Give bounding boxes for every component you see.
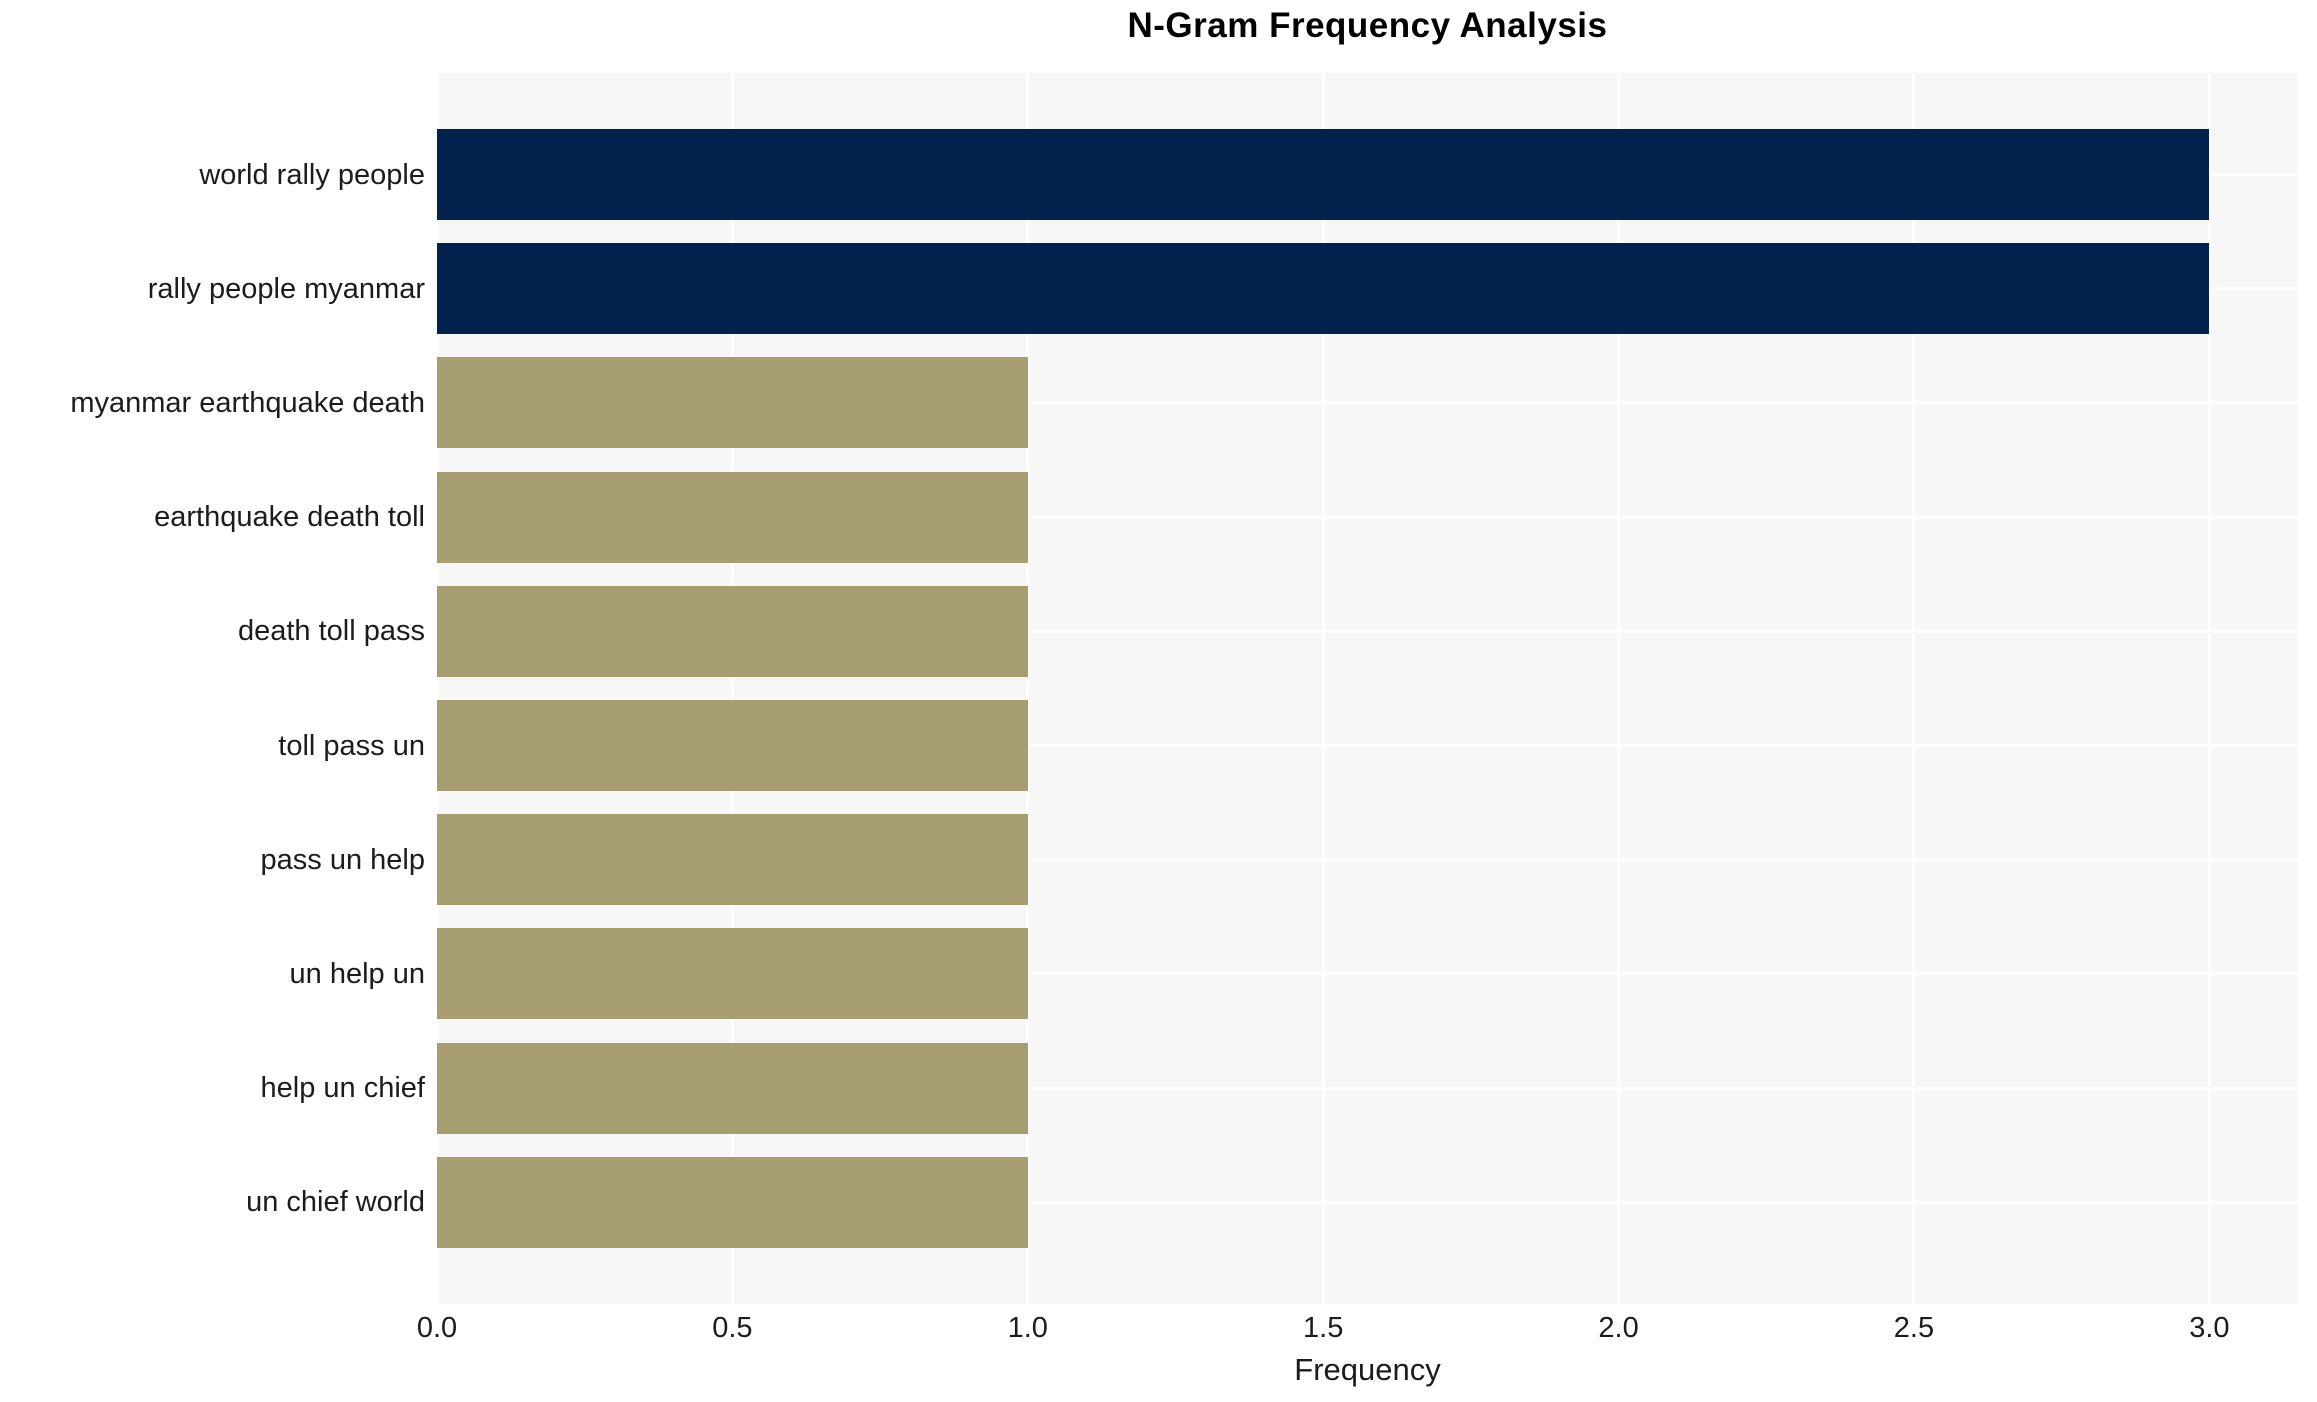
y-tick-label: pass un help [260,843,425,876]
bar-un-help-un [437,928,1028,1020]
horizontal-gridline [437,401,2298,405]
horizontal-gridline [437,629,2298,633]
x-tick-label: 1.0 [1007,1312,1048,1344]
vertical-gridline [435,73,439,1304]
vertical-gridline [1026,73,1030,1304]
bar-myanmar-earthquake-death [437,357,1028,449]
y-tick-label: toll pass un [278,729,425,762]
vertical-gridline [1912,73,1916,1304]
bar-help-un-chief [437,1042,1028,1134]
y-tick-label: death toll pass [237,615,425,648]
vertical-gridline [2207,73,2211,1304]
y-tick-label: help un chief [260,1072,425,1105]
bar-toll-pass-un [437,700,1028,791]
horizontal-gridline [437,858,2298,862]
x-tick-label: 0.5 [712,1312,753,1344]
y-tick-label: rally people myanmar [147,272,425,305]
bar-death-toll-pass [437,585,1028,677]
x-tick-label: 1.5 [1303,1312,1344,1344]
x-tick-label: 2.0 [1598,1312,1639,1344]
horizontal-gridline [437,972,2298,976]
plot-area [435,73,2298,1304]
horizontal-gridline [437,515,2298,519]
chart-title: N-Gram Frequency Analysis [1127,6,1608,45]
bar-rally-people-myanmar [437,243,2210,335]
x-tick-label: 3.0 [2189,1312,2230,1344]
horizontal-gridline [437,744,2298,747]
horizontal-gridline [437,1200,2298,1204]
vertical-gridline [1321,73,1325,1304]
bar-un-chief-world [437,1156,1028,1248]
bar-pass-un-help [437,814,1028,906]
y-tick-label: un help un [289,957,425,990]
x-tick-label: 2.5 [1893,1312,1935,1344]
y-tick-label: earthquake death toll [154,501,425,534]
y-tick-label: world rally people [199,158,425,191]
x-axis-label: Frequency [1294,1352,1441,1387]
y-tick-label: myanmar earthquake death [70,386,425,419]
bar-world-rally-people [437,129,2210,220]
y-tick-label: un chief world [246,1186,425,1219]
vertical-gridline [730,73,734,1304]
horizontal-gridline [437,1086,2298,1090]
x-tick-label: 0.0 [416,1312,458,1344]
bar-earthquake-death-toll [437,471,1028,563]
vertical-gridline [1617,73,1621,1304]
